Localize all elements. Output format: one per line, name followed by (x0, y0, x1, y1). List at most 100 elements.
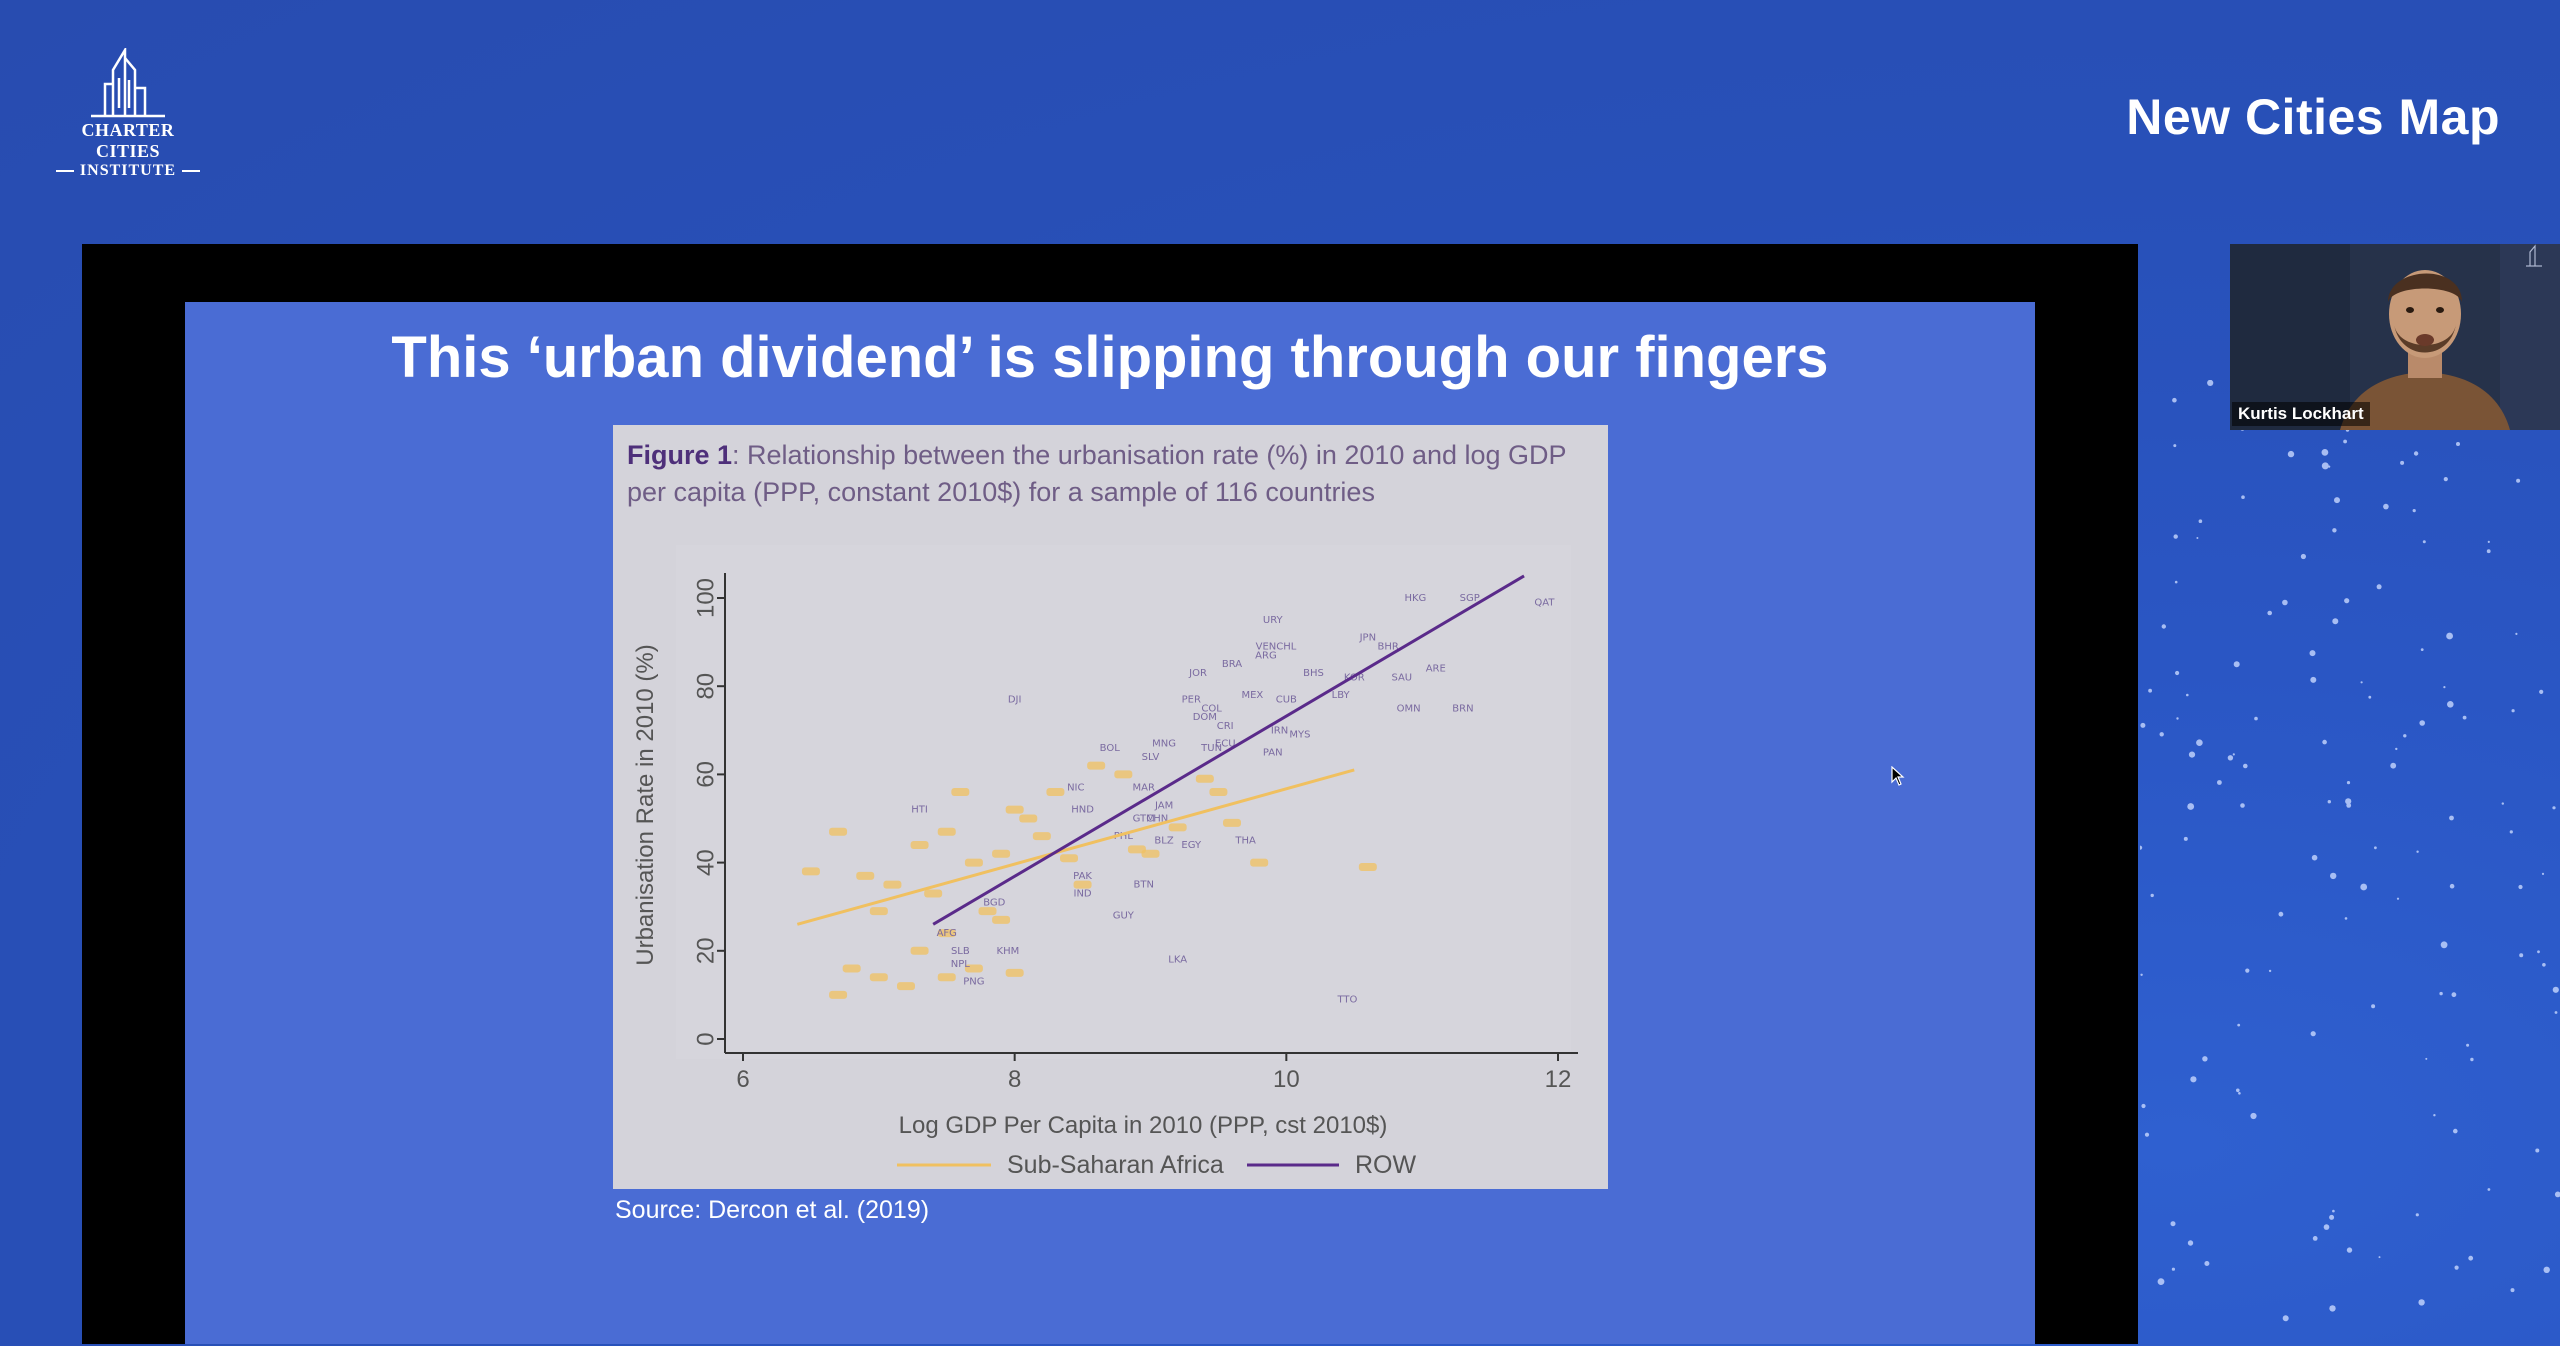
background-dot (2327, 800, 2331, 804)
y-axis-label: Urbanisation Rate in 2010 (%) (632, 644, 659, 966)
plot-area (676, 545, 1571, 1059)
ssa-data-point (937, 929, 956, 938)
row-data-point-label: BHS (1303, 668, 1324, 679)
background-dot (2186, 693, 2189, 697)
row-data-point-label: KHM (997, 946, 1020, 957)
background-dot (2383, 503, 2389, 510)
logo-text-line1: CHARTER CITIES (81, 120, 175, 161)
background-dot (2453, 1128, 2458, 1134)
presentation-slide: This ‘urban dividend’ is slipping throug… (185, 302, 2035, 1344)
background-dot (2309, 650, 2316, 657)
ssa-data-point (910, 946, 929, 955)
background-dot (2312, 1236, 2318, 1241)
background-dot (2468, 1255, 2474, 1261)
row-data-point-label: ARE (1426, 664, 1446, 675)
scatter-chart: 6 8 10 12 0 20 40 60 80 100 Log GDP Per Capita in … (632, 545, 1578, 1179)
row-data-point-label: URY (1263, 615, 1284, 626)
background-dot (2173, 534, 2178, 539)
shared-screen: This ‘urban dividend’ is slipping throug… (82, 244, 2138, 1344)
y-tick-label: 20 (692, 937, 719, 964)
background-dot (2552, 806, 2556, 810)
y-tick-label: 100 (692, 578, 719, 618)
row-data-point-label: CUB (1276, 694, 1297, 705)
background-dot (2188, 751, 2196, 758)
ssa-data-point (1019, 814, 1038, 823)
background-dot (2554, 1011, 2558, 1014)
background-dot (2425, 1057, 2428, 1060)
background-dot (2161, 624, 2166, 629)
ssa-data-point (910, 840, 929, 849)
background-dot (2374, 846, 2377, 850)
row-data-point-label: JOR (1188, 668, 1207, 679)
background-dot (2419, 720, 2425, 726)
x-tick-label: 8 (1008, 1066, 1021, 1093)
background-dot (2268, 969, 2272, 973)
ssa-data-point (1087, 761, 1106, 770)
row-data-point-label: PAK (1073, 871, 1092, 882)
row-data-point-label: SLV (1142, 752, 1160, 763)
background-dot (2537, 950, 2540, 954)
background-dot (2238, 1092, 2241, 1095)
row-data-point-label: BRA (1222, 659, 1242, 670)
ssa-data-point (924, 889, 943, 898)
background-dot (2554, 1191, 2560, 1198)
background-dot (2328, 465, 2331, 468)
background-dot (2310, 676, 2317, 683)
background-dot (2141, 1103, 2146, 1109)
background-dot (2456, 442, 2460, 446)
row-data-point-label: CRI (1217, 721, 1234, 732)
participant-name: Kurtis Lockhart (2232, 402, 2370, 426)
x-tick-label: 10 (1273, 1066, 1300, 1093)
background-dot (2243, 763, 2248, 769)
ssa-data-point (964, 964, 983, 973)
background-dot (2321, 462, 2329, 470)
row-data-point-label: SAU (1391, 672, 1412, 683)
background-dot (2190, 1076, 2197, 1083)
participant-video-tile[interactable]: Kurtis Lockhart (2230, 244, 2560, 430)
background-dot (2170, 1221, 2176, 1227)
background-dot (2344, 917, 2348, 920)
row-data-point-label: TUN (1200, 743, 1222, 754)
background-dot (2541, 872, 2545, 875)
background-dot (2140, 845, 2143, 850)
background-dot (2400, 460, 2405, 465)
background-dot (2287, 450, 2295, 458)
background-dot (2144, 1132, 2150, 1137)
background-dot (2449, 815, 2454, 821)
background-dot (2360, 883, 2368, 891)
ssa-data-point (883, 880, 902, 889)
background-dot (2237, 1023, 2241, 1027)
background-dot (2376, 584, 2382, 590)
row-data-point-label: TTO (1336, 994, 1357, 1005)
ssa-data-point (869, 907, 888, 916)
ssa-data-point (801, 867, 820, 876)
background-dot (2390, 762, 2397, 769)
background-dot (2278, 911, 2284, 917)
row-data-point-label: PAN (1263, 747, 1283, 758)
row-data-point-label: IRN (1271, 725, 1288, 736)
row-data-point-label: PNG (963, 977, 984, 988)
row-data-point-label: PER (1182, 694, 1201, 705)
row-data-point-label: BGD (983, 897, 1005, 908)
background-dot (2422, 540, 2426, 544)
background-dot (2233, 661, 2240, 668)
ssa-data-point (937, 973, 956, 982)
figure-caption: Figure 1: Relationship between the urban… (627, 437, 1587, 511)
background-dot (2196, 537, 2199, 539)
background-dot (2395, 747, 2398, 751)
figure-caption-text: : Relationship between the urbanisation … (627, 440, 1567, 507)
ssa-data-point (1168, 823, 1187, 832)
background-dot (2412, 509, 2416, 513)
background-dot (2511, 709, 2515, 713)
background-dot (2439, 991, 2443, 996)
background-dot (2171, 1267, 2175, 1271)
background-dot (2360, 681, 2363, 684)
background-dot (2332, 618, 2339, 625)
background-dot (2227, 755, 2234, 761)
background-dot (2241, 495, 2245, 499)
background-dot (2176, 717, 2179, 720)
ssa-data-point (1046, 788, 1065, 797)
row-data-point-label: DOM (1193, 712, 1217, 723)
y-tick-label: 80 (692, 673, 719, 700)
background-dot (2232, 753, 2235, 756)
